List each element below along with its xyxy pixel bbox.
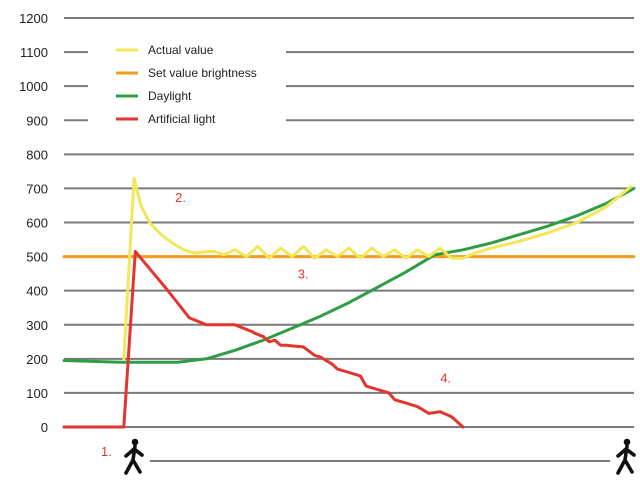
legend: Actual value Set value brightness Daylight…	[88, 35, 286, 131]
series-line-3	[62, 250, 465, 429]
y-tick-label: 500	[26, 250, 48, 265]
series-lines	[62, 176, 636, 429]
annotations: 1. 2. 3. 4.	[101, 190, 451, 459]
y-tick-label: 300	[26, 318, 48, 333]
legend-label: Actual value	[148, 43, 214, 57]
y-axis-tick-labels: 0 100 200 300 400 500 600 700 800 900 1000 1100 1200	[19, 11, 48, 435]
y-tick-label: 800	[26, 147, 48, 162]
person-walking-icon	[616, 438, 636, 475]
y-tick-label: 0	[41, 420, 48, 435]
presence-timeline	[124, 438, 636, 475]
series-line-2	[62, 186, 636, 364]
annotation-label: 2.	[175, 190, 186, 205]
y-tick-label: 200	[26, 352, 48, 367]
legend-label: Daylight	[148, 89, 192, 103]
y-tick-label: 1100	[20, 45, 48, 60]
annotation-label: 4.	[440, 371, 451, 386]
y-tick-label: 1200	[19, 11, 48, 26]
y-tick-label: 100	[26, 386, 48, 401]
y-tick-label: 700	[26, 181, 48, 196]
y-tick-label: 1000	[19, 79, 48, 94]
series-line-0	[122, 176, 633, 361]
legend-label: Artificial light	[148, 112, 216, 126]
legend-label: Set value brightness	[148, 66, 257, 80]
annotation-label: 1.	[101, 444, 112, 459]
y-tick-label: 600	[26, 216, 48, 231]
y-tick-label: 400	[26, 284, 48, 299]
y-tick-label: 900	[26, 113, 48, 128]
annotation-label: 3.	[298, 267, 309, 282]
person-walking-icon	[124, 438, 144, 475]
